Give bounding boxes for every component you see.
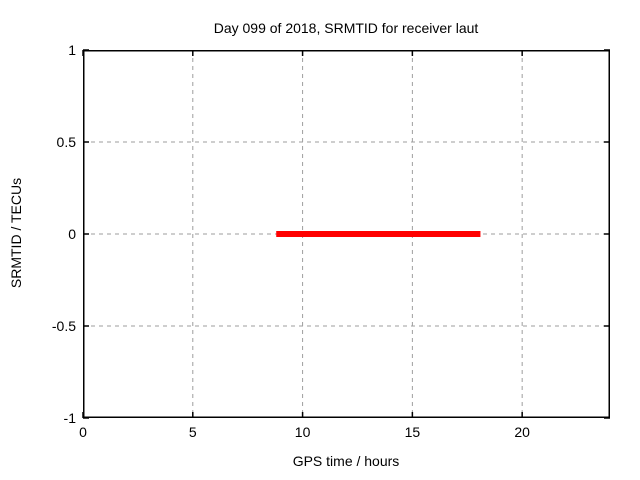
y-tick-label: 0 [68,226,76,242]
x-tick-label: 15 [404,424,421,440]
chart-title: Day 099 of 2018, SRMTID for receiver lau… [213,20,479,36]
y-tick-label: 0.5 [56,134,76,150]
x-tick-label: 10 [294,424,311,440]
x-axis-label: GPS time / hours [292,453,400,469]
y-tick-label: 1 [68,42,76,58]
x-tick-label: 0 [79,424,87,440]
y-tick-label: -0.5 [51,318,76,334]
x-tick-label: 5 [188,424,197,440]
plot-area [82,49,610,419]
x-tick-label: 20 [514,424,530,440]
plot-border [83,50,610,418]
y-tick-label: -1 [63,410,76,426]
